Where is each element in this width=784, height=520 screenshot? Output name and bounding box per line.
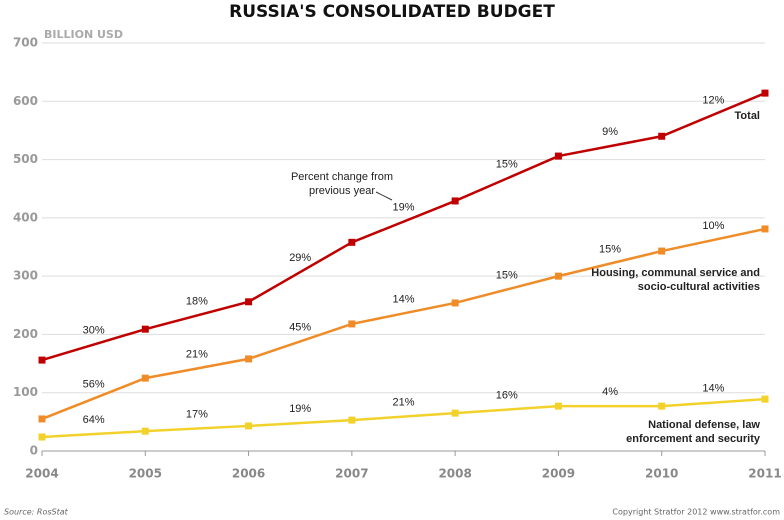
chart-title: RUSSIA'S CONSOLIDATED BUDGET bbox=[229, 2, 555, 22]
data-point bbox=[451, 197, 459, 205]
data-point bbox=[38, 415, 46, 423]
y-axis-label: BILLION USD bbox=[44, 28, 123, 41]
data-point bbox=[761, 225, 769, 233]
change-label: 19% bbox=[289, 403, 311, 415]
series-line bbox=[41, 91, 766, 362]
data-point bbox=[658, 132, 666, 140]
x-tick-label: 2004 bbox=[25, 467, 58, 481]
data-point bbox=[451, 299, 459, 307]
change-label: 16% bbox=[496, 390, 518, 402]
x-tick-label: 2009 bbox=[542, 467, 575, 481]
change-label: 4% bbox=[602, 386, 618, 398]
series-line bbox=[41, 397, 766, 439]
y-tick-label: 200 bbox=[13, 327, 38, 341]
change-label: 19% bbox=[392, 202, 414, 214]
x-tick-label: 2008 bbox=[438, 467, 471, 481]
data-point bbox=[658, 247, 666, 255]
credit: Copyright Stratfor 2012 www.stratfor.com bbox=[612, 508, 780, 517]
x-tick-label: 2011 bbox=[748, 467, 781, 481]
change-label: 15% bbox=[599, 244, 621, 256]
change-label: 45% bbox=[289, 321, 311, 333]
data-point bbox=[761, 395, 769, 403]
change-label: 10% bbox=[702, 220, 724, 232]
series-label: Total bbox=[734, 110, 760, 122]
change-label: 12% bbox=[702, 95, 724, 107]
source: Source: RosStat bbox=[4, 508, 69, 517]
data-point bbox=[141, 427, 149, 435]
x-tick-label: 2005 bbox=[129, 467, 162, 481]
y-tick-label: 300 bbox=[13, 269, 38, 283]
data-point bbox=[38, 433, 46, 441]
y-tick-label: 0 bbox=[30, 444, 38, 458]
change-label: 30% bbox=[83, 325, 105, 337]
y-tick-label: 100 bbox=[13, 385, 38, 399]
annotation: Percent change from previous year bbox=[290, 171, 394, 197]
change-label: 9% bbox=[602, 126, 618, 138]
series-label: National defense, law enforcement and se… bbox=[626, 419, 760, 445]
change-label: 14% bbox=[702, 383, 724, 395]
change-label: 29% bbox=[289, 252, 311, 264]
change-label: 18% bbox=[186, 295, 208, 307]
data-point bbox=[245, 422, 253, 430]
data-point bbox=[141, 325, 149, 333]
data-point bbox=[554, 272, 562, 280]
data-point bbox=[245, 298, 253, 306]
y-tick-label: 500 bbox=[13, 152, 38, 166]
y-tick-label: 600 bbox=[13, 94, 38, 108]
change-label: 17% bbox=[186, 408, 208, 420]
data-point bbox=[38, 356, 46, 364]
data-point bbox=[245, 355, 253, 363]
change-label: 15% bbox=[496, 269, 518, 281]
series-line bbox=[41, 227, 766, 421]
change-label: 21% bbox=[392, 397, 414, 409]
x-tick-label: 2006 bbox=[232, 467, 265, 481]
series-label: Housing, communal service and socio-cult… bbox=[591, 267, 760, 293]
change-label: 15% bbox=[496, 158, 518, 170]
data-point bbox=[554, 402, 562, 410]
data-point bbox=[348, 238, 356, 246]
annotation-leader bbox=[375, 191, 393, 201]
data-point bbox=[451, 409, 459, 417]
data-point bbox=[348, 320, 356, 328]
y-tick-label: 700 bbox=[13, 36, 38, 50]
change-label: 64% bbox=[83, 414, 105, 426]
y-tick-label: 400 bbox=[13, 210, 38, 224]
change-label: 14% bbox=[392, 293, 414, 305]
x-tick-label: 2007 bbox=[335, 467, 368, 481]
x-tick-label: 2010 bbox=[645, 467, 678, 481]
data-point bbox=[554, 152, 562, 160]
data-point bbox=[658, 402, 666, 410]
data-point bbox=[761, 89, 769, 97]
change-label: 21% bbox=[186, 348, 208, 360]
change-label: 56% bbox=[83, 378, 105, 390]
data-point bbox=[348, 416, 356, 424]
data-point bbox=[141, 374, 149, 382]
